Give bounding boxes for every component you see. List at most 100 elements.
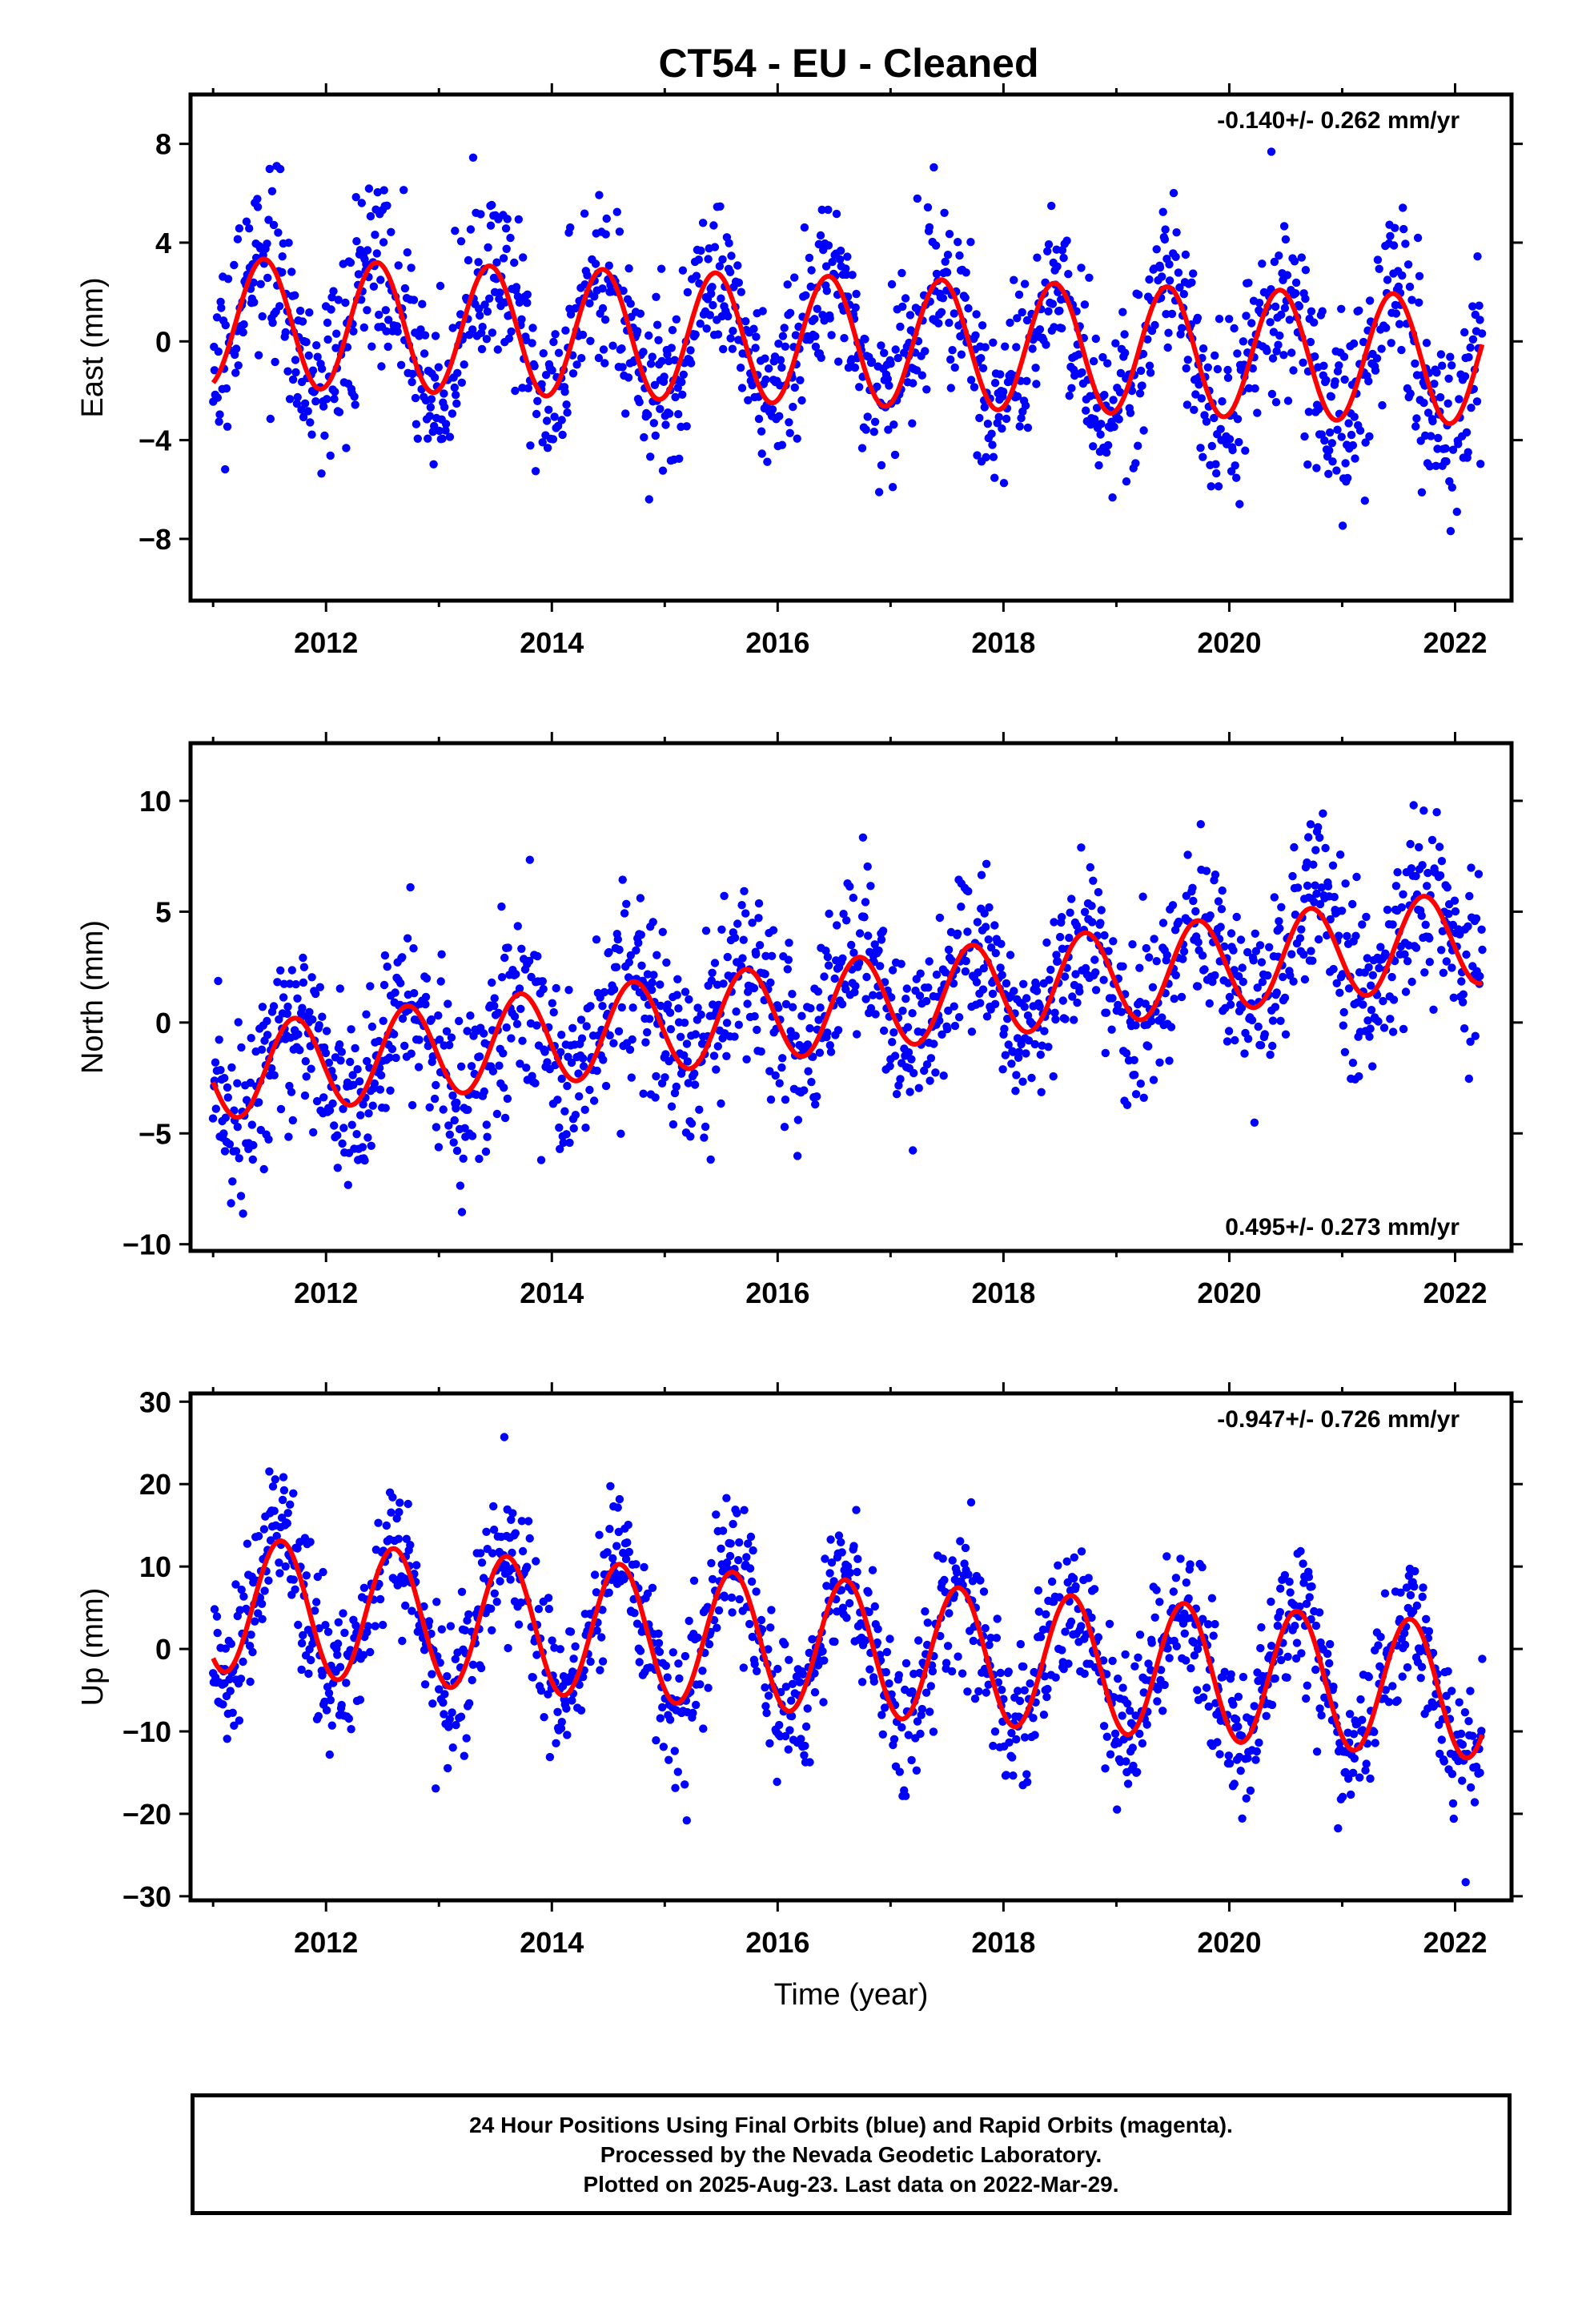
data-point	[311, 989, 320, 999]
data-point	[379, 186, 388, 195]
data-point	[347, 1725, 355, 1734]
data-point	[921, 1688, 931, 1697]
data-point	[355, 1077, 364, 1086]
data-point	[1053, 262, 1062, 271]
data-point	[1425, 934, 1434, 943]
data-point	[364, 1109, 373, 1118]
data-point	[541, 371, 551, 380]
data-point	[1365, 1032, 1374, 1041]
data-point	[692, 1700, 701, 1710]
data-point	[652, 292, 661, 301]
data-point	[816, 1003, 825, 1012]
data-point	[329, 287, 338, 296]
data-point	[306, 1538, 315, 1546]
data-point	[834, 357, 843, 366]
x-tick-label: 2016	[745, 1277, 809, 1309]
data-point	[1110, 422, 1118, 432]
data-point	[589, 1096, 599, 1105]
data-point	[1367, 981, 1375, 990]
data-point	[849, 948, 858, 957]
data-point	[488, 328, 497, 337]
data-point	[1434, 433, 1443, 443]
data-point	[817, 353, 825, 362]
data-point	[869, 991, 877, 999]
data-point	[320, 431, 329, 440]
data-point	[425, 1103, 434, 1112]
data-point	[239, 320, 248, 329]
data-point	[368, 1101, 377, 1110]
data-point	[294, 1030, 303, 1039]
data-point	[1133, 1767, 1142, 1776]
data-point	[697, 1010, 705, 1019]
data-point	[428, 1670, 436, 1679]
data-point	[1424, 1626, 1434, 1636]
data-point	[687, 1119, 697, 1128]
data-point	[1108, 493, 1117, 502]
data-point	[897, 268, 906, 278]
data-point	[811, 1100, 820, 1109]
data-point	[1094, 1633, 1103, 1642]
data-point	[333, 1651, 342, 1659]
data-point	[954, 1652, 962, 1661]
data-point	[1061, 1627, 1070, 1636]
data-point	[804, 1067, 813, 1076]
data-point	[679, 370, 688, 379]
data-point	[667, 344, 676, 352]
data-point	[773, 1777, 781, 1787]
data-point	[488, 1549, 497, 1558]
data-point	[1276, 1584, 1285, 1593]
data-point	[778, 1054, 787, 1063]
data-point	[1237, 1003, 1247, 1012]
data-point	[1320, 1693, 1329, 1702]
data-point	[253, 203, 263, 211]
data-point	[1190, 1638, 1199, 1647]
data-point	[982, 452, 990, 462]
data-point	[678, 390, 687, 399]
data-point	[1415, 1647, 1425, 1656]
data-point	[696, 320, 705, 328]
y-tick-label: 30	[139, 1385, 171, 1418]
data-point	[1066, 908, 1074, 917]
data-point	[1285, 1578, 1294, 1586]
data-point	[1439, 968, 1448, 978]
data-point	[396, 1498, 404, 1507]
data-point	[366, 1647, 375, 1657]
data-point	[733, 919, 742, 928]
data-point	[1303, 858, 1311, 867]
data-point	[1348, 1059, 1358, 1068]
data-point	[1364, 963, 1373, 972]
data-point	[1039, 1711, 1049, 1719]
data-point	[442, 1027, 452, 1036]
data-point	[351, 400, 359, 409]
data-point	[591, 259, 600, 268]
data-point	[1320, 436, 1329, 445]
data-point	[214, 976, 223, 986]
data-point	[352, 1130, 361, 1139]
data-point	[291, 1585, 299, 1594]
data-point	[690, 1069, 699, 1078]
data-point	[861, 425, 870, 434]
data-point	[515, 984, 524, 993]
data-point	[870, 1602, 880, 1611]
data-point	[1477, 329, 1487, 338]
data-point	[916, 1729, 925, 1739]
data-point	[674, 410, 683, 419]
data-point	[1253, 408, 1262, 417]
data-point	[1302, 1599, 1311, 1609]
data-point	[781, 342, 789, 351]
data-point	[1024, 1036, 1034, 1045]
data-point	[727, 251, 736, 260]
data-point	[452, 391, 460, 400]
data-point	[490, 1589, 499, 1598]
data-point	[1427, 432, 1435, 440]
data-point	[1384, 1698, 1394, 1707]
data-point	[826, 1535, 835, 1544]
data-point	[765, 1067, 774, 1076]
data-point	[239, 1657, 247, 1667]
data-point	[966, 1498, 976, 1507]
data-point	[1004, 1667, 1014, 1676]
data-point	[1265, 943, 1274, 952]
data-point	[408, 377, 416, 387]
data-point	[1246, 1786, 1255, 1795]
data-point	[785, 939, 793, 947]
